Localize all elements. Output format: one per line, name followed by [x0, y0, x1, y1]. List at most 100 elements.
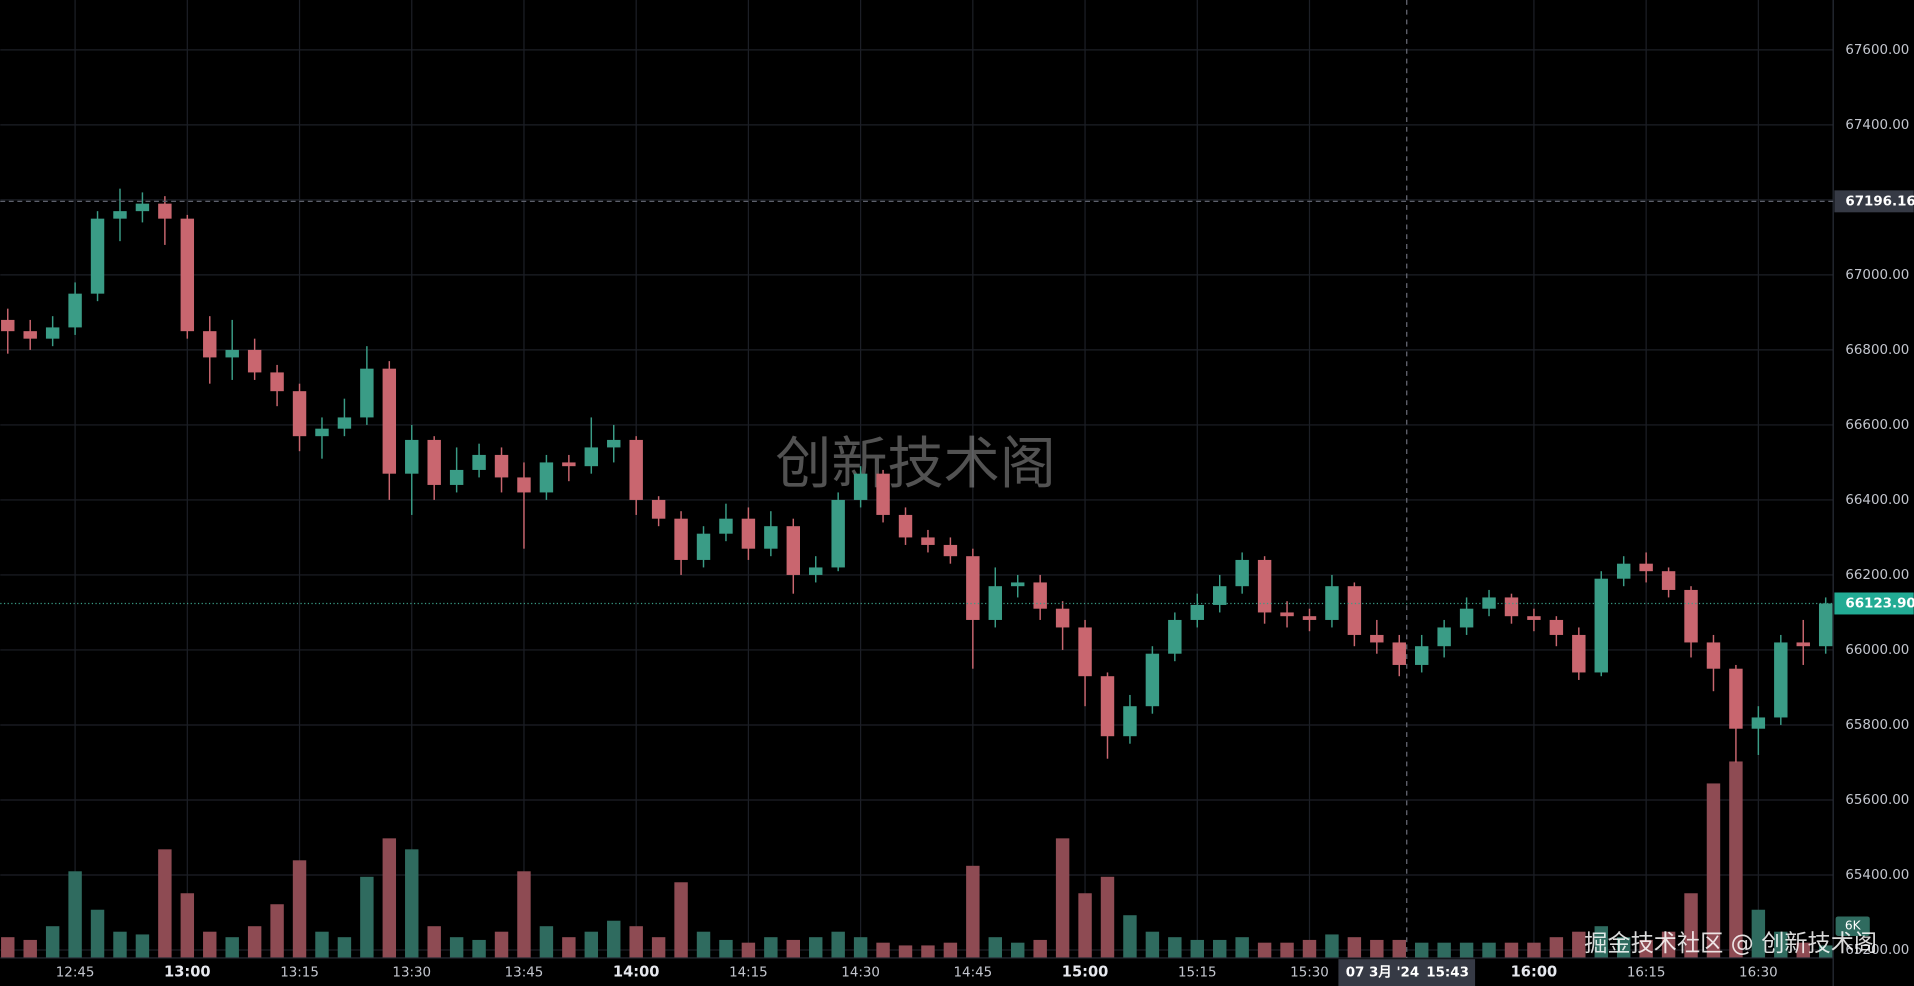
- candle-body: [719, 518, 733, 534]
- candle-body: [876, 473, 890, 515]
- candle-body: [988, 586, 1002, 620]
- candle-body: [1302, 616, 1317, 620]
- volume-bar: [1280, 942, 1294, 960]
- candle-body: [1504, 597, 1519, 617]
- y-tick-label: 66400.00: [1845, 493, 1909, 508]
- volume-bar: [1168, 937, 1182, 960]
- candle-body: [853, 473, 868, 500]
- volume-bar: [1100, 876, 1115, 960]
- volume-bar: [292, 860, 307, 960]
- volume-bar: [472, 939, 486, 960]
- volume-bar: [584, 931, 599, 960]
- y-tick-label: 67400.00: [1845, 118, 1909, 133]
- volume-bar: [23, 939, 37, 960]
- candle-body: [1437, 627, 1451, 647]
- volume-bar: [1594, 926, 1608, 960]
- candle-body: [449, 469, 464, 485]
- candle-body: [292, 391, 307, 437]
- high-price-label: 67196.16: [1845, 194, 1914, 209]
- candle-body: [135, 203, 150, 212]
- candle-body: [786, 526, 801, 575]
- candle-body: [943, 544, 958, 557]
- candle-body: [1594, 578, 1608, 673]
- volume-bar: [203, 931, 217, 960]
- volume-bar: [1, 937, 15, 960]
- volume-bar: [405, 849, 419, 960]
- volume-bar: [876, 942, 890, 960]
- volume-bar: [1616, 937, 1631, 960]
- volume-bar: [1055, 838, 1070, 960]
- volume-bar: [225, 937, 239, 960]
- candle-body: [68, 293, 82, 328]
- y-tick-label: 66600.00: [1845, 418, 1909, 433]
- candle-body: [1684, 589, 1698, 643]
- candle-body: [315, 428, 329, 437]
- candle-body: [651, 499, 666, 519]
- candle-body: [921, 537, 935, 545]
- candle-body: [1190, 604, 1204, 620]
- candle-body: [1751, 717, 1766, 729]
- volume-bar: [1549, 937, 1564, 960]
- candle-body: [1100, 676, 1115, 737]
- candle-body: [1549, 619, 1564, 635]
- candle-body: [1572, 634, 1586, 673]
- volume-bar: [68, 871, 82, 960]
- crosshair-date: 07 3月 '24: [1346, 965, 1419, 981]
- volume-bar: [494, 931, 509, 960]
- y-tick-label: 67000.00: [1845, 268, 1909, 283]
- candle-body: [1639, 563, 1653, 572]
- candle-body: [1011, 582, 1025, 587]
- candle-body: [90, 218, 105, 294]
- x-tick-label: 13:30: [392, 966, 431, 981]
- crosshair-label-box: [1338, 959, 1476, 986]
- volume-bar: [1011, 942, 1025, 960]
- x-tick-label: 13:15: [280, 966, 319, 981]
- volume-bar: [1213, 939, 1227, 960]
- candle-body: [472, 454, 486, 470]
- y-tick-label: 66200.00: [1845, 568, 1909, 583]
- candle-body: [1055, 608, 1070, 628]
- volume-bar: [1796, 942, 1810, 960]
- candle-body: [382, 368, 397, 474]
- last-price-label: 66123.90: [1845, 596, 1914, 611]
- price-axis: [1833, 0, 1914, 986]
- volume-bar: [719, 939, 733, 960]
- candle-body: [1392, 642, 1406, 665]
- x-tick-label: 16:30: [1739, 966, 1778, 981]
- candle-body: [1, 319, 15, 332]
- candle-body: [1280, 612, 1294, 617]
- candle-body: [539, 462, 554, 493]
- volume-bar: [1504, 942, 1519, 960]
- volume-bar: [1123, 915, 1137, 960]
- candle-body: [1414, 646, 1429, 665]
- volume-bar: [1370, 939, 1384, 960]
- candle-body: [629, 439, 643, 500]
- x-tick-label: 13:00: [164, 964, 211, 981]
- x-tick-label: 15:15: [1178, 966, 1217, 981]
- volume-bar: [1437, 942, 1451, 960]
- candle-body: [158, 203, 172, 219]
- volume-bar: [1392, 939, 1406, 960]
- volume-bar: [1527, 942, 1541, 960]
- volume-bar: [337, 937, 352, 960]
- candle-body: [1527, 616, 1541, 620]
- y-tick-label: 65200.00: [1845, 943, 1909, 958]
- candle-body: [1774, 642, 1788, 718]
- footer-watermark: 掘金技术社区 @ 创新技术阁: [1584, 930, 1877, 957]
- candle-body: [696, 533, 711, 560]
- x-tick-label: 14:30: [841, 966, 880, 981]
- candle-body: [427, 439, 441, 485]
- candle-body: [898, 514, 913, 538]
- candle-body: [1729, 668, 1743, 729]
- volume-bar: [1729, 761, 1743, 960]
- volume-bar: [247, 926, 262, 960]
- x-tick-label: 14:00: [613, 964, 660, 981]
- candle-body: [180, 218, 195, 332]
- candle-body: [1796, 642, 1810, 647]
- candle-body: [1123, 706, 1137, 737]
- candle-body: [405, 439, 419, 474]
- candle-body: [1347, 586, 1362, 635]
- volume-bar: [696, 931, 711, 960]
